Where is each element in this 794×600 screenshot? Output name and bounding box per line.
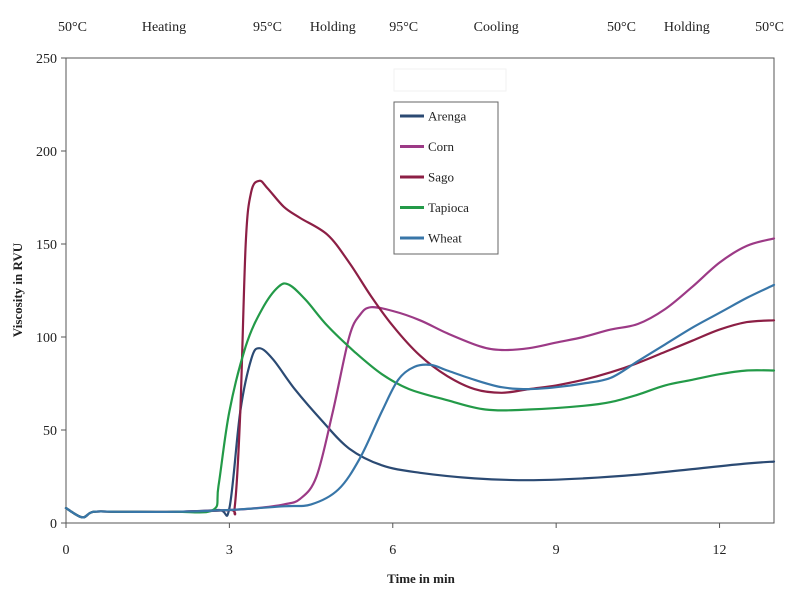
phase-label: 50°C: [607, 20, 636, 35]
phase-label: Heating: [142, 20, 186, 35]
x-axis-title: Time in min: [387, 571, 455, 586]
legend: Arenga Corn Sago Tapioca Wheat: [393, 101, 499, 255]
y-tick-label: 200: [36, 145, 57, 160]
y-tick-label: 250: [36, 52, 57, 67]
legend-label: Wheat: [428, 231, 462, 246]
y-tick-label: 0: [50, 517, 57, 532]
phase-label: Cooling: [474, 20, 519, 35]
legend-label: Corn: [428, 139, 455, 154]
series-line-wheat: [64, 283, 776, 519]
x-tick-label: 3: [226, 543, 233, 558]
phase-label: Holding: [664, 20, 710, 35]
series-line-corn: [64, 237, 776, 519]
phase-label: 95°C: [389, 20, 418, 35]
y-axis-title: Viscosity in RVU: [10, 242, 25, 337]
x-tick-label: 12: [713, 543, 727, 558]
legend-header-block: [393, 68, 507, 92]
y-tick-label: 100: [36, 331, 57, 346]
x-tick-label: 0: [63, 543, 70, 558]
series-lines: [64, 179, 776, 519]
series-line-arenga: [64, 347, 776, 519]
phase-label: 95°C: [253, 20, 282, 35]
legend-label: Arenga: [428, 109, 466, 124]
x-tick-label: 6: [389, 543, 396, 558]
plot-frame: [65, 57, 775, 524]
legend-label: Tapioca: [428, 200, 469, 215]
axes: 0 3 6 9 12 0 50 100 150 200 250: [36, 52, 727, 558]
phase-labels: 50°C Heating 95°C Holding 95°C Cooling 50°C Hol…: [58, 20, 784, 35]
legend-label: Sago: [428, 170, 454, 185]
x-tick-label: 9: [553, 543, 560, 558]
series-line-tapioca: [64, 282, 776, 519]
phase-label: 50°C: [755, 20, 784, 35]
y-tick-label: 150: [36, 238, 57, 253]
phase-label: 50°C: [58, 20, 87, 35]
phase-label: Holding: [310, 20, 356, 35]
y-tick-label: 50: [43, 424, 57, 439]
